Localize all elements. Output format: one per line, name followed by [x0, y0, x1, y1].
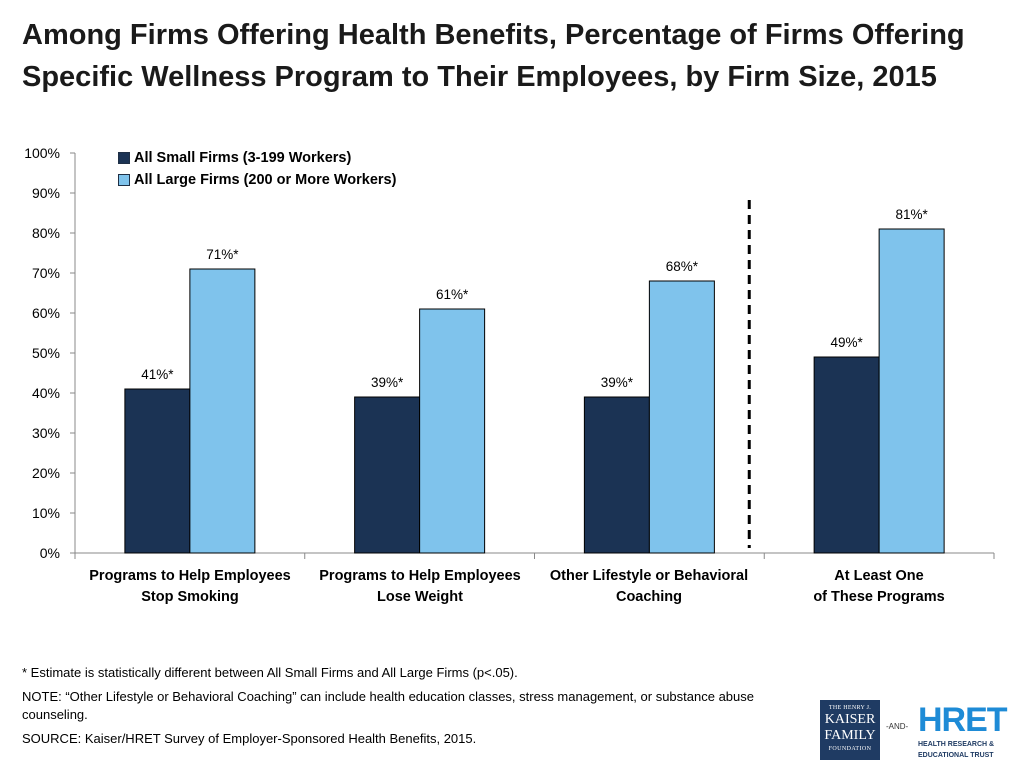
data-label-small-firms-at-least-one: 49%*: [830, 335, 863, 350]
bar-small-firms-at-least-one: [813, 356, 880, 554]
data-label-small-firms-stop-smoking: 41%*: [141, 367, 174, 382]
y-tick-label: 20%: [32, 465, 60, 481]
hret-logo-sub: EDUCATIONAL TRUST: [918, 752, 994, 759]
data-label-small-firms-lose-weight: 39%*: [371, 375, 404, 390]
hret-logo-sub: HEALTH RESEARCH &: [918, 741, 995, 748]
data-label-small-firms-coaching: 39%*: [601, 375, 634, 390]
category-label-lose-weight: Programs to Help Employees Lose Weight: [305, 566, 535, 608]
bar-small-firms-stop-smoking: [124, 388, 191, 554]
y-tick-label: 60%: [32, 305, 60, 321]
data-label-large-firms-at-least-one: 81%*: [895, 207, 928, 222]
category-label-stop-smoking: Programs to Help Employees Stop Smoking: [75, 566, 305, 608]
y-tick-label: 0%: [40, 545, 60, 561]
chart-title-line-2: Specific Wellness Program to Their Emplo…: [22, 61, 937, 93]
chart-title: Among Firms Offering Health Benefits, Pe…: [22, 14, 1012, 98]
category-label-coaching: Other Lifestyle or Behavioral Coaching: [534, 566, 764, 608]
y-tick-label: 80%: [32, 225, 60, 241]
chart-legend: All Small Firms (3-199 Workers) All Larg…: [118, 147, 396, 191]
category-label-line: Coaching: [615, 589, 683, 605]
data-label-large-firms-stop-smoking: 71%*: [206, 247, 239, 262]
footnote-estimate: * Estimate is statistically different be…: [22, 665, 518, 680]
category-label-line: Lose Weight: [377, 589, 463, 605]
legend-label-small-firms: All Small Firms (3-199 Workers): [134, 150, 352, 166]
hret-logo-word: HRET: [918, 701, 1008, 739]
y-tick-label: 100%: [24, 145, 60, 161]
legend-swatch-large-firms: [118, 174, 130, 186]
category-label-line: Programs to Help Employees: [89, 568, 291, 584]
data-label-large-firms-lose-weight: 61%*: [436, 287, 469, 302]
category-label-line: Stop Smoking: [141, 589, 239, 605]
category-label-line: At Least One: [834, 568, 924, 584]
bar-small-firms-lose-weight: [354, 396, 421, 554]
bar-large-firms-lose-weight: [419, 308, 486, 554]
logos: THE HENRY J. KAISER FAMILY FOUNDATION -A…: [820, 700, 1020, 762]
bar-large-firms-coaching: [648, 280, 715, 554]
category-label-line: Programs to Help Employees: [319, 568, 521, 584]
y-tick-label: 90%: [32, 185, 60, 201]
data-label-large-firms-coaching: 68%*: [666, 259, 699, 274]
kff-logo-text: THE HENRY J.: [828, 705, 872, 711]
kff-logo-text: FAMILY: [824, 728, 876, 743]
y-tick-label: 70%: [32, 265, 60, 281]
y-tick-label: 30%: [32, 425, 60, 441]
y-tick-label: 40%: [32, 385, 60, 401]
footnotes: * Estimate is statistically different be…: [22, 664, 792, 754]
bar-large-firms-stop-smoking: [189, 268, 256, 554]
kff-logo: THE HENRY J. KAISER FAMILY FOUNDATION: [820, 700, 880, 760]
legend-swatch-small-firms: [118, 152, 130, 164]
hret-logo: HRET HEALTH RESEARCH & EDUCATIONAL TRUST: [918, 702, 1022, 760]
bar-large-firms-at-least-one: [878, 228, 945, 554]
and-text: -AND-: [886, 722, 909, 731]
y-tick-label: 10%: [32, 505, 60, 521]
chart-title-line-1: Among Firms Offering Health Benefits, Pe…: [22, 19, 965, 51]
kff-logo-text: FOUNDATION: [828, 746, 872, 752]
category-label-line: Other Lifestyle or Behavioral: [549, 568, 749, 584]
legend-item-small-firms: All Small Firms (3-199 Workers): [118, 147, 396, 169]
y-tick-label: 50%: [32, 345, 60, 361]
bar-small-firms-coaching: [583, 396, 650, 554]
category-label-line: of These Programs: [813, 589, 945, 605]
kff-logo-text: KAISER: [824, 712, 876, 727]
legend-label-large-firms: All Large Firms (200 or More Workers): [134, 172, 397, 188]
legend-item-large-firms: All Large Firms (200 or More Workers): [118, 169, 396, 191]
footnote-note: NOTE: “Other Lifestyle or Behavioral Coa…: [22, 689, 754, 722]
footnote-source: SOURCE: Kaiser/HRET Survey of Employer-S…: [22, 731, 477, 746]
category-label-at-least-one: At Least One of These Programs: [764, 566, 994, 608]
